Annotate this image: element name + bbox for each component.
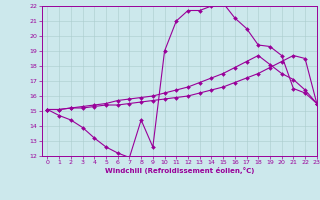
X-axis label: Windchill (Refroidissement éolien,°C): Windchill (Refroidissement éolien,°C): [105, 167, 254, 174]
